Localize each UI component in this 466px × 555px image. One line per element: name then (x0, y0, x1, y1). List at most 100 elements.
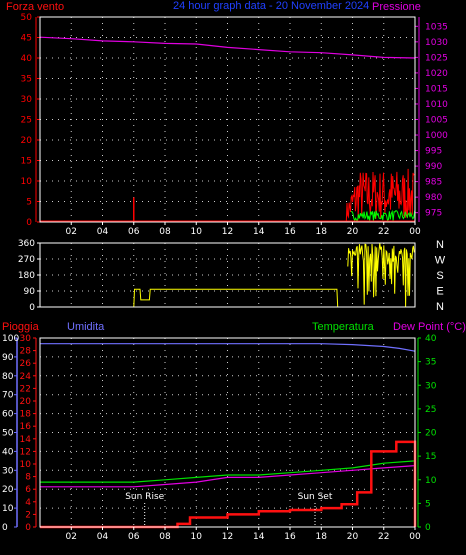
x-tick-label: 18 (316, 532, 328, 542)
x-tick-label: 10 (191, 532, 203, 542)
pressure-tick-label: 1015 (425, 84, 448, 94)
wind-tick-label: 0 (26, 218, 32, 228)
pressure-tick-label: 1010 (425, 100, 448, 110)
x-tick-label: 14 (253, 227, 265, 237)
grid (40, 17, 415, 222)
rain-tick-label: 26 (20, 359, 32, 369)
chart-title: 24 hour graph data - 20 November 2024 (173, 0, 369, 12)
wind-tick-label: 50 (21, 13, 33, 23)
wind-gust-series (350, 209, 416, 223)
x-tick-label: 02 (66, 227, 77, 237)
pressure-tick-label: 975 (425, 209, 442, 219)
wind-tick-label: 5 (26, 198, 32, 208)
humidity-series (40, 343, 416, 352)
x-tick-label: 12 (222, 227, 233, 237)
direction-burst (347, 243, 415, 307)
rain-tick-label: 28 (20, 347, 32, 357)
humidity-tick-label: 20 (2, 485, 14, 495)
x-tick-label: 08 (159, 532, 171, 542)
wind-tick-label: 45 (21, 34, 32, 44)
x-tick-label: 08 (159, 227, 171, 237)
direction-tick-label: 90 (24, 287, 36, 297)
compass-label: N (436, 239, 444, 251)
rain-tick-label: 20 (20, 397, 32, 407)
direction-tick-label: 270 (18, 255, 35, 265)
rain-tick-label: 4 (25, 498, 31, 508)
compass-label: N (436, 301, 444, 313)
rain-tick-label: 8 (25, 473, 31, 483)
rain-axis-label: Pioggia (2, 321, 40, 333)
wind-tick-label: 15 (21, 157, 32, 167)
humidity-tick-label: 10 (2, 504, 14, 514)
temp-tick-label: 15 (425, 452, 436, 462)
wind-tick-label: 40 (21, 54, 33, 64)
pressure-tick-label: 1035 (425, 22, 448, 32)
temperature-axis-label: Temperatura (312, 321, 375, 333)
direction-tick-label: 180 (18, 271, 35, 281)
temp-tick-label: 25 (425, 405, 436, 415)
x-tick-label: 16 (284, 532, 296, 542)
humidity-tick-label: 30 (2, 466, 14, 476)
x-tick-label: 02 (66, 532, 77, 542)
rain-series (40, 440, 417, 529)
direction-tick-label: 0 (29, 303, 35, 313)
sun-annotation: Sun Set (298, 492, 333, 502)
x-tick-label: 06 (128, 532, 140, 542)
rain-tick-label: 16 (20, 422, 32, 432)
rain-tick-label: 24 (20, 372, 32, 382)
rain-tick-label: 22 (20, 384, 31, 394)
header-left-label: Forza vento (6, 1, 64, 13)
humidity-tick-label: 80 (2, 372, 14, 382)
humidity-tick-label: 0 (2, 523, 8, 533)
wind-tick-label: 10 (21, 177, 33, 187)
x-tick-label: 16 (284, 227, 296, 237)
humidity-tick-label: 90 (2, 353, 14, 363)
humidity-tick-label: 70 (2, 391, 14, 401)
wind-tick-label: 30 (21, 95, 33, 105)
pressure-tick-label: 985 (425, 178, 442, 188)
x-tick-label: 20 (347, 227, 359, 237)
direction-tick-label: 360 (18, 239, 35, 249)
rain-tick-label: 10 (20, 460, 32, 470)
x-tick-label: 14 (253, 532, 265, 542)
wind-series (345, 168, 415, 223)
x-tick-label: 04 (97, 227, 109, 237)
rain-tick-label: 0 (25, 523, 31, 533)
pressure-tick-label: 1005 (425, 116, 448, 126)
sun-annotation: Sun Rise (125, 492, 164, 502)
temp-tick-label: 10 (425, 476, 437, 486)
x-tick-label: 20 (347, 532, 359, 542)
temperature-series (40, 460, 416, 483)
x-tick-label: 04 (97, 532, 109, 542)
pressure-tick-label: 1025 (425, 53, 448, 63)
temp-tick-label: 5 (425, 499, 431, 509)
rain-tick-label: 30 (20, 334, 32, 344)
humidity-tick-label: 60 (2, 410, 14, 420)
humidity-axis-label: Umidita (67, 321, 105, 333)
dewpoint-series (40, 465, 416, 488)
x-tick-label: 18 (316, 227, 328, 237)
compass-label: W (435, 255, 446, 267)
pressure-tick-label: 1000 (425, 131, 448, 141)
x-tick-label: 06 (128, 227, 140, 237)
direction-series (40, 288, 339, 308)
pressure-tick-label: 980 (425, 193, 442, 203)
humidity-tick-label: 50 (2, 429, 14, 439)
header-right-label: Pressione (372, 1, 421, 13)
x-tick-label: 22 (378, 532, 389, 542)
plot-frame (39, 242, 416, 308)
compass-label: E (436, 286, 443, 298)
wind-tick-label: 35 (21, 75, 32, 85)
pressure-tick-label: 990 (425, 162, 442, 172)
compass-label: S (436, 270, 443, 282)
rain-tick-label: 6 (25, 485, 31, 495)
wind-tick-label: 25 (21, 116, 32, 126)
rain-tick-label: 14 (20, 435, 32, 445)
wind-tick-label: 20 (21, 136, 33, 146)
humidity-tick-label: 40 (2, 447, 14, 457)
x-tick-label: 00 (409, 532, 421, 542)
x-tick-label: 10 (191, 227, 203, 237)
temp-tick-label: 30 (425, 381, 437, 391)
pressure-tick-label: 1020 (425, 69, 448, 79)
